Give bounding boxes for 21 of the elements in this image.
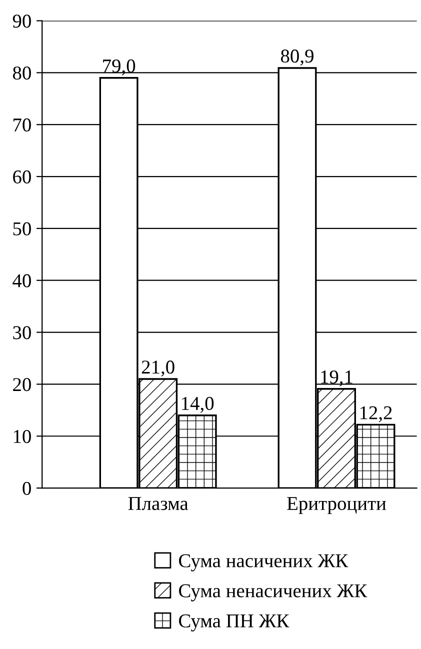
data-label: 19,1 (321, 370, 352, 386)
legend-label: Сума ПН ЖК (179, 614, 290, 632)
y-tick-label: 50 (13, 222, 31, 236)
data-label: 79,0 (103, 59, 136, 76)
y-tick-label: 70 (14, 118, 31, 132)
data-label: 21,0 (142, 360, 174, 376)
x-tick-label: Еритроцити (287, 497, 386, 514)
data-label: 14,0 (182, 396, 214, 413)
y-tick-label: 60 (13, 170, 31, 184)
y-tick-label: 0 (22, 482, 31, 495)
legend-label: Сума насичених ЖК (179, 554, 348, 572)
y-tick-label: 20 (13, 378, 31, 392)
legend-label: Сума ненасичених ЖК (179, 584, 368, 602)
y-tick-label: 40 (12, 274, 31, 288)
y-tick-label: 30 (13, 326, 31, 340)
y-tick-label: 10 (14, 430, 31, 444)
y-tick-label: 90 (12, 14, 31, 28)
data-label: 80,9 (280, 50, 314, 66)
x-tick-label: Плазма (128, 497, 188, 510)
data-label: 12,2 (360, 406, 392, 422)
y-tick-label: 80 (12, 66, 31, 80)
